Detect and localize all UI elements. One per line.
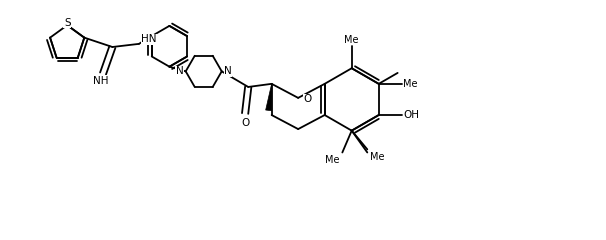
- Text: O: O: [241, 118, 249, 128]
- Text: Me: Me: [325, 155, 340, 165]
- Text: S: S: [64, 18, 70, 28]
- Text: Me: Me: [344, 35, 359, 45]
- Text: NH: NH: [93, 76, 108, 86]
- Text: O: O: [303, 94, 311, 104]
- Text: Me: Me: [404, 79, 418, 89]
- Text: OH: OH: [404, 110, 419, 120]
- Text: Me: Me: [370, 152, 384, 162]
- Text: N: N: [224, 66, 232, 76]
- Polygon shape: [265, 84, 271, 111]
- Text: N: N: [176, 66, 184, 76]
- Text: HN: HN: [141, 34, 157, 44]
